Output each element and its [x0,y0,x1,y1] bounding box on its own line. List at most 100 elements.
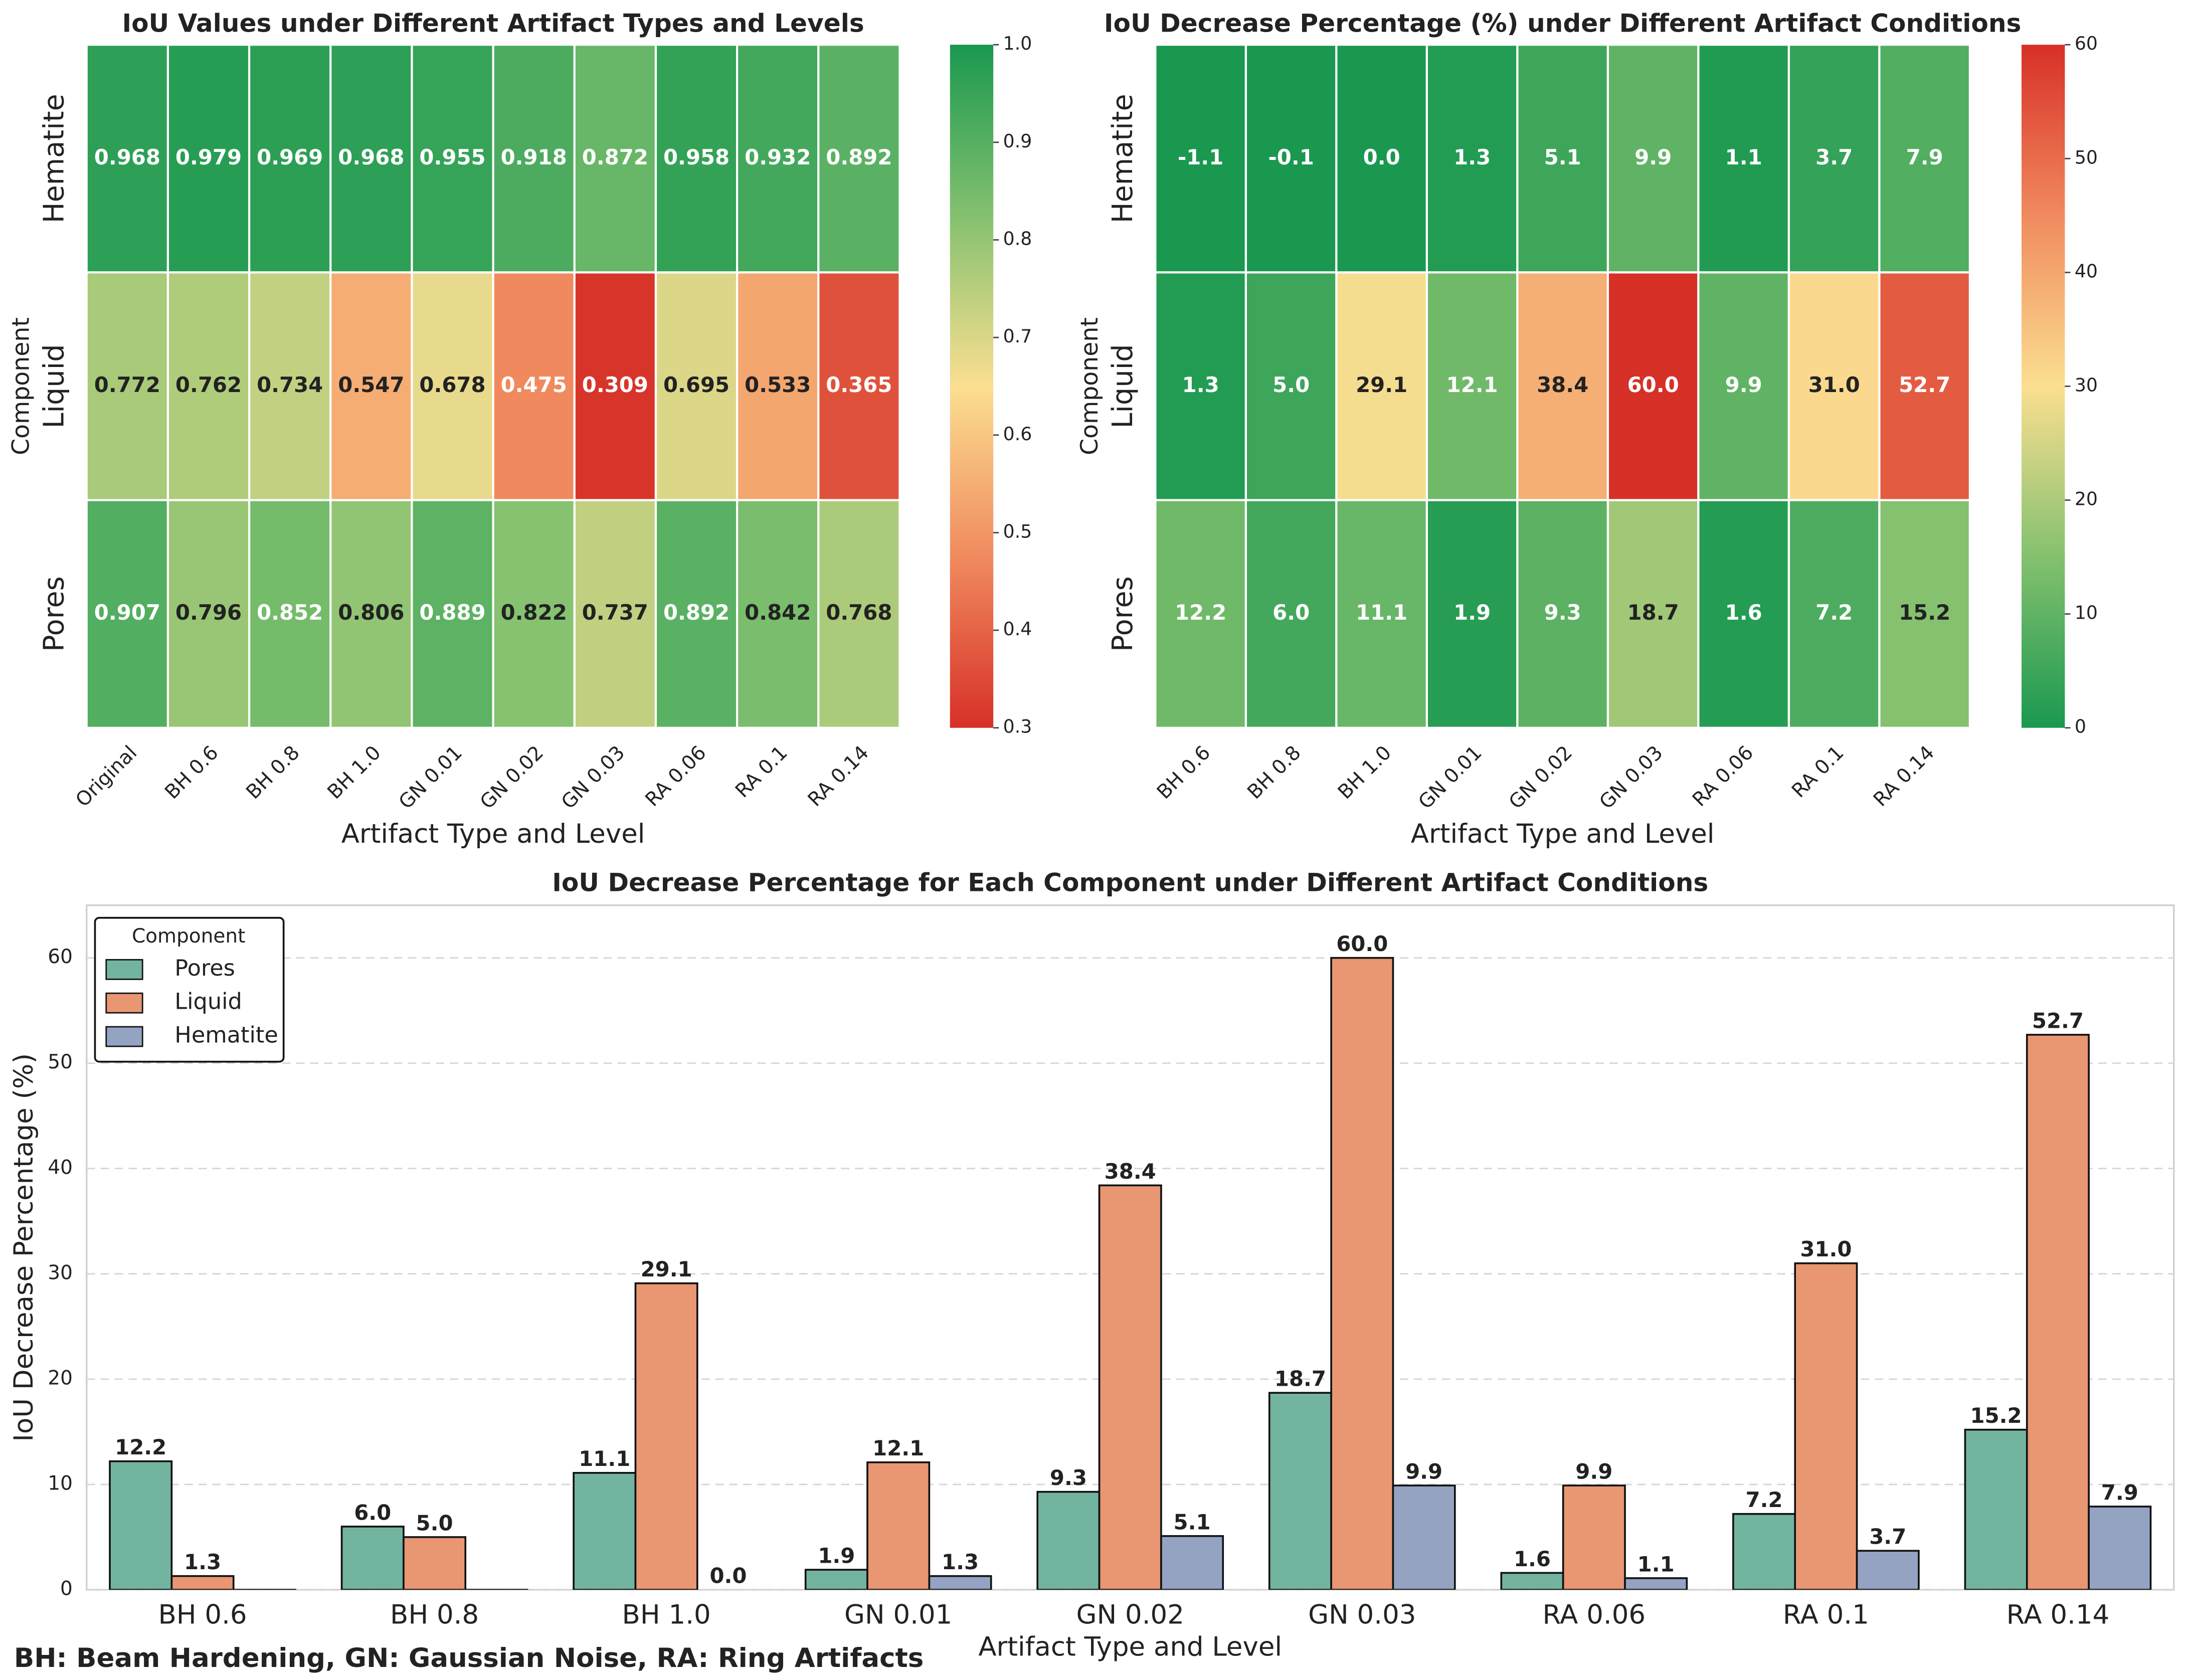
x-tick-label: BH 0.8 [1243,741,1305,804]
chart-title: IoU Decrease Percentage (%) under Differ… [1104,9,2022,38]
heatmap-cell [1516,271,1609,501]
x-tick-label: GN 0.01 [844,1600,952,1630]
x-tick-label: Original [72,741,142,812]
cell-label: 0.365 [826,372,892,397]
bar [866,1461,931,1590]
heatmap-cell [817,271,901,501]
bar [1268,1392,1332,1590]
bar [1160,1535,1224,1590]
value-label: 15.2 [1970,1403,2022,1428]
value-label: 12.2 [115,1435,166,1459]
bar [1964,1428,2028,1590]
value-label: 5.0 [416,1511,453,1535]
heatmap-cell [817,499,901,729]
x-tick-label: RA 0.1 [1783,1600,1869,1630]
cell-label: 0.796 [175,600,242,625]
heatmap-cell [1335,499,1428,729]
cell-label: 0.969 [257,145,323,169]
heatmap-cell [248,44,332,274]
cell-label: -0.1 [1268,145,1314,169]
cell-label: 0.0 [1363,145,1400,169]
colorbar-tick-label: 0.9 [1003,130,1032,152]
y-tick-label: Liquid [1107,344,1139,428]
value-label: 1.6 [1514,1547,1551,1571]
bar [2026,1034,2090,1590]
cell-label: 18.7 [1627,600,1679,625]
heatmap-cell [492,44,576,274]
cell-label: 5.1 [1544,145,1581,169]
value-label: 5.1 [1174,1510,1211,1534]
heatmap-cell [654,271,739,501]
value-label: 60.0 [1336,931,1388,956]
x-tick-label: GN 0.01 [395,741,467,814]
cell-label: 0.889 [419,600,485,625]
cell-label: 15.2 [1899,600,1950,625]
heatmap-cell [1516,499,1609,729]
cell-label: 7.2 [1815,600,1853,625]
cell-label: 0.842 [745,600,811,625]
colorbar [2021,45,2065,728]
x-tick-label: RA 0.06 [641,741,711,811]
value-label: 7.2 [1746,1487,1783,1512]
heatmap-cell [1244,499,1338,729]
bar [1562,1484,1626,1590]
bar [109,1460,173,1590]
cell-label: 52.7 [1899,372,1950,397]
colorbar-tick-label: 1.0 [1003,33,1032,54]
colorbar-tick-label: 50 [2075,146,2098,168]
x-axis-label: Artifact Type and Level [1411,819,1715,849]
heatmap-cell [1244,44,1338,274]
value-label: 11.1 [579,1446,630,1471]
x-tick-label: BH 0.8 [242,741,304,804]
cell-label: 0.907 [94,600,160,625]
cell-label: 12.1 [1446,372,1498,397]
cell-label: 0.695 [663,372,730,397]
cell-label: 0.533 [745,372,811,397]
bar [1330,957,1394,1590]
cell-label: 0.852 [257,600,323,625]
x-tick-label: BH 0.6 [160,741,223,804]
y-tick-label: 0 [60,1577,73,1600]
y-tick-label: 60 [48,946,73,968]
x-tick-label: RA 0.06 [1543,1600,1646,1630]
cell-label: 0.772 [94,372,160,397]
heatmap-cell [1154,271,1247,501]
colorbar-tick-label: 0.6 [1003,423,1032,445]
bar [403,1536,467,1590]
legend-swatch [105,992,143,1014]
heatmap-cell [573,499,657,729]
heatmap-cell [1787,44,1881,274]
y-tick-label: 10 [48,1472,73,1495]
cell-label: 0.892 [663,600,730,625]
value-label: 31.0 [1800,1237,1852,1261]
cell-label: 0.872 [582,145,648,169]
cell-label: 0.979 [175,145,242,169]
bar [1036,1490,1101,1590]
heatmap-cell [1425,271,1519,501]
heatmap-cell [1878,44,1971,274]
colorbar-tick-label: 30 [2075,374,2098,396]
colorbar-tick-label: 60 [2075,33,2098,54]
bar [340,1526,405,1590]
cell-label: 1.3 [1453,145,1491,169]
y-tick-label: 40 [48,1156,73,1179]
cell-label: 0.547 [338,372,404,397]
heatmap-cell [1154,499,1247,729]
colorbar-tick-label: 40 [2075,260,2098,282]
cell-label: 6.0 [1272,600,1310,625]
x-tick-label: BH 0.6 [1153,741,1215,804]
cell-label: 9.3 [1544,600,1581,625]
cell-label: 0.762 [175,372,242,397]
heatmap-cell [1878,499,1971,729]
heatmap-cell [736,499,820,729]
cell-label: 12.2 [1175,600,1226,625]
heatmap-cell [1878,271,1971,501]
heatmap-cell [1787,271,1881,501]
heatmap-cell [1606,499,1700,729]
bar [1732,1513,1796,1590]
footnote: BH: Beam Hardening, GN: Gaussian Noise, … [14,1643,924,1673]
bar [1500,1572,1564,1590]
value-label: 52.7 [2032,1008,2084,1033]
y-axis-label: Component [8,317,35,455]
